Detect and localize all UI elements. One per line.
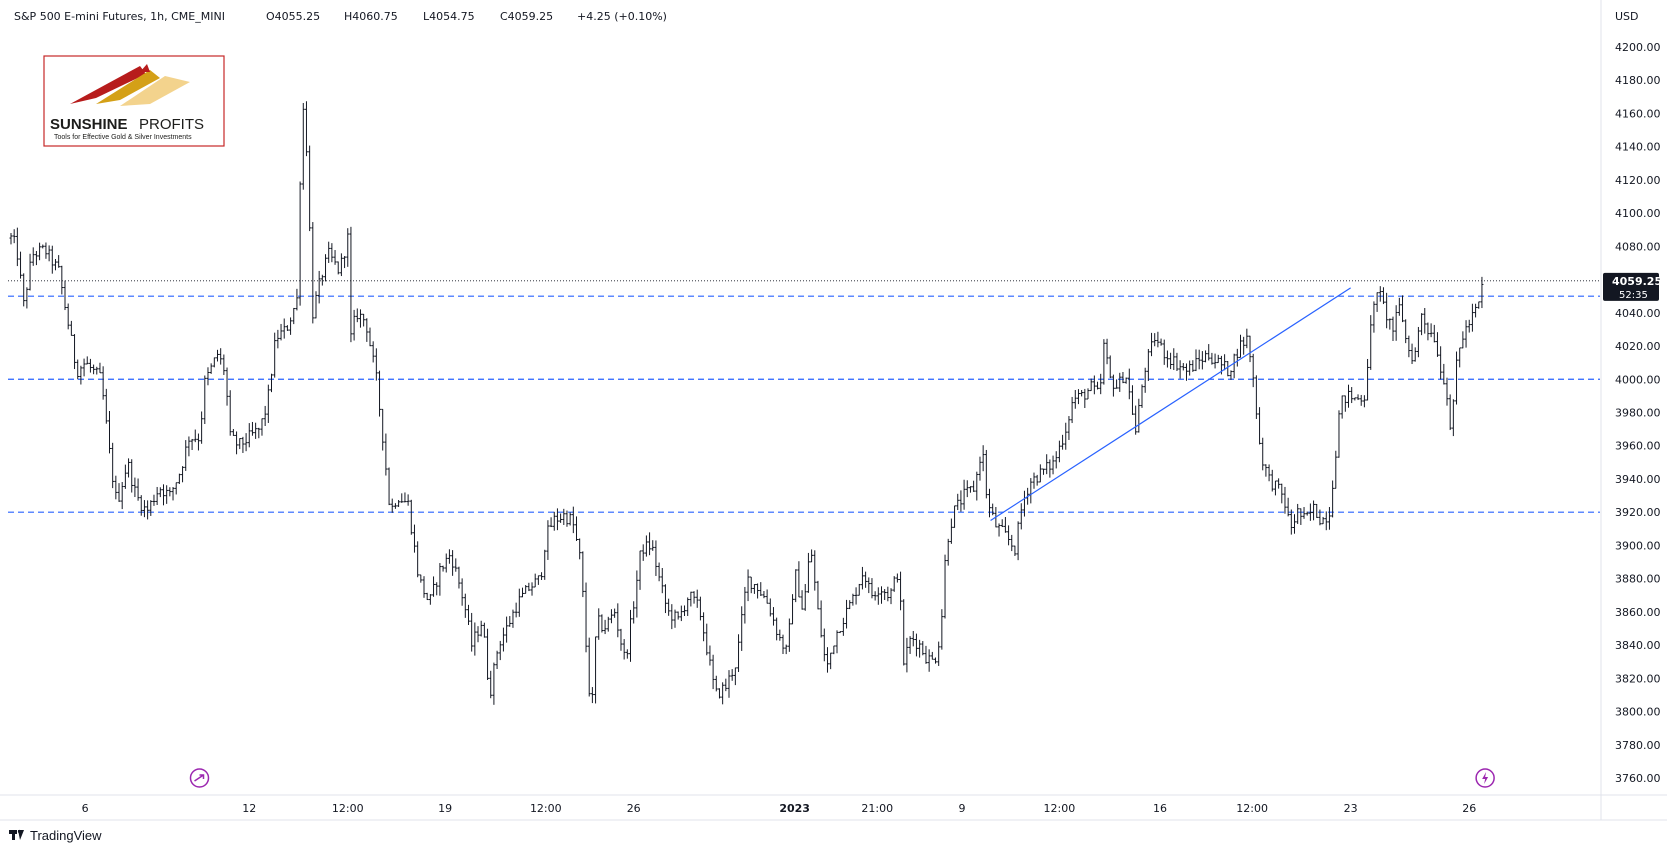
time-tick-label: 26 <box>1462 802 1476 815</box>
tradingview-label: TradingView <box>30 828 102 843</box>
arrow-icon <box>189 768 210 788</box>
time-tick-label: 16 <box>1153 802 1167 815</box>
time-tick-label: 12 <box>242 802 256 815</box>
time-tick-label: 21:00 <box>861 802 893 815</box>
time-tick-label: 26 <box>627 802 641 815</box>
price-tick-label: 3940.00 <box>1615 473 1661 486</box>
price-tick-label: 3980.00 <box>1615 407 1661 420</box>
currency-label: USD <box>1615 10 1639 23</box>
time-tick-label: 9 <box>958 802 965 815</box>
price-tick-label: 4180.00 <box>1615 74 1661 87</box>
ohlc-high: H4060.75 <box>344 10 398 23</box>
price-tick-label: 3900.00 <box>1615 539 1661 552</box>
time-tick-label: 19 <box>438 802 452 815</box>
price-tick-label: 3780.00 <box>1615 739 1661 752</box>
tradingview-logo-icon <box>9 829 24 840</box>
price-tick-label: 4120.00 <box>1615 174 1661 187</box>
ohlc-open: O4055.25 <box>266 10 320 23</box>
lightning-icon <box>1475 768 1495 788</box>
price-tick-label: 3920.00 <box>1615 506 1661 519</box>
time-tick-label: 23 <box>1344 802 1358 815</box>
price-tick-label: 4080.00 <box>1615 240 1661 253</box>
trend-line[interactable] <box>990 287 1351 521</box>
last-price-tag: 4059.25 52:35 <box>1603 272 1662 301</box>
ohlc-low: L4054.75 <box>423 10 475 23</box>
logo-tagline: Tools for Effective Gold & Silver Invest… <box>54 134 192 141</box>
price-tick-label: 3840.00 <box>1615 639 1661 652</box>
price-tick-label: 3860.00 <box>1615 606 1661 619</box>
price-tick-label: 4040.00 <box>1615 307 1661 320</box>
arrow-glyph <box>194 774 205 782</box>
event-markers <box>189 768 1495 788</box>
price-tick-label: 3760.00 <box>1615 772 1661 785</box>
logo-swoosh-icon <box>70 66 146 104</box>
bar-countdown: 52:35 <box>1619 290 1648 301</box>
price-tick-label: 4160.00 <box>1615 107 1661 120</box>
time-tick-label: 12:00 <box>1236 802 1268 815</box>
sunshine-profits-logo: SUNSHINE PROFITS Tools for Effective Gol… <box>43 55 225 147</box>
symbol-title[interactable]: S&P 500 E-mini Futures, 1h, CME_MINI <box>14 10 225 23</box>
time-tick-label: 6 <box>82 802 89 815</box>
candle-series <box>9 101 1484 705</box>
trend-line-segment <box>990 287 1351 521</box>
price-tick-label: 4200.00 <box>1615 41 1661 54</box>
price-tick-label: 4140.00 <box>1615 141 1661 154</box>
time-tick-label: 12:00 <box>332 802 364 815</box>
ohlc-close: C4059.25 <box>500 10 553 23</box>
price-tick-label: 3800.00 <box>1615 706 1661 719</box>
time-tick-label: 12:00 <box>530 802 562 815</box>
price-tick-label: 3820.00 <box>1615 672 1661 685</box>
tradingview-brand[interactable]: TradingView <box>9 828 102 843</box>
price-tick-label: 3960.00 <box>1615 440 1661 453</box>
price-axis[interactable]: 4200.00 4180.00 4160.00 4140.00 4120.00 4100.… <box>1615 41 1661 785</box>
last-price-value: 4059.25 <box>1612 275 1662 288</box>
price-tick-label: 3880.00 <box>1615 573 1661 586</box>
logo-name-bold: SUNSHINE <box>50 116 128 133</box>
logo-name-light: PROFITS <box>139 116 204 133</box>
lightning-glyph <box>1482 772 1489 784</box>
time-tick-label: 12:00 <box>1044 802 1076 815</box>
price-tick-label: 4000.00 <box>1615 373 1661 386</box>
price-tick-label: 4100.00 <box>1615 207 1661 220</box>
ohlc-change: +4.25 (+0.10%) <box>577 10 667 23</box>
time-tick-label: 2023 <box>779 802 810 815</box>
legend-header: S&P 500 E-mini Futures, 1h, CME_MINI O40… <box>14 10 667 23</box>
price-tick-label: 4020.00 <box>1615 340 1661 353</box>
horizontal-levels <box>8 280 1600 513</box>
time-axis[interactable]: 6 12 12:00 19 12:00 26 2023 21:00 9 12:00 16 12:00 2… <box>82 802 1477 815</box>
